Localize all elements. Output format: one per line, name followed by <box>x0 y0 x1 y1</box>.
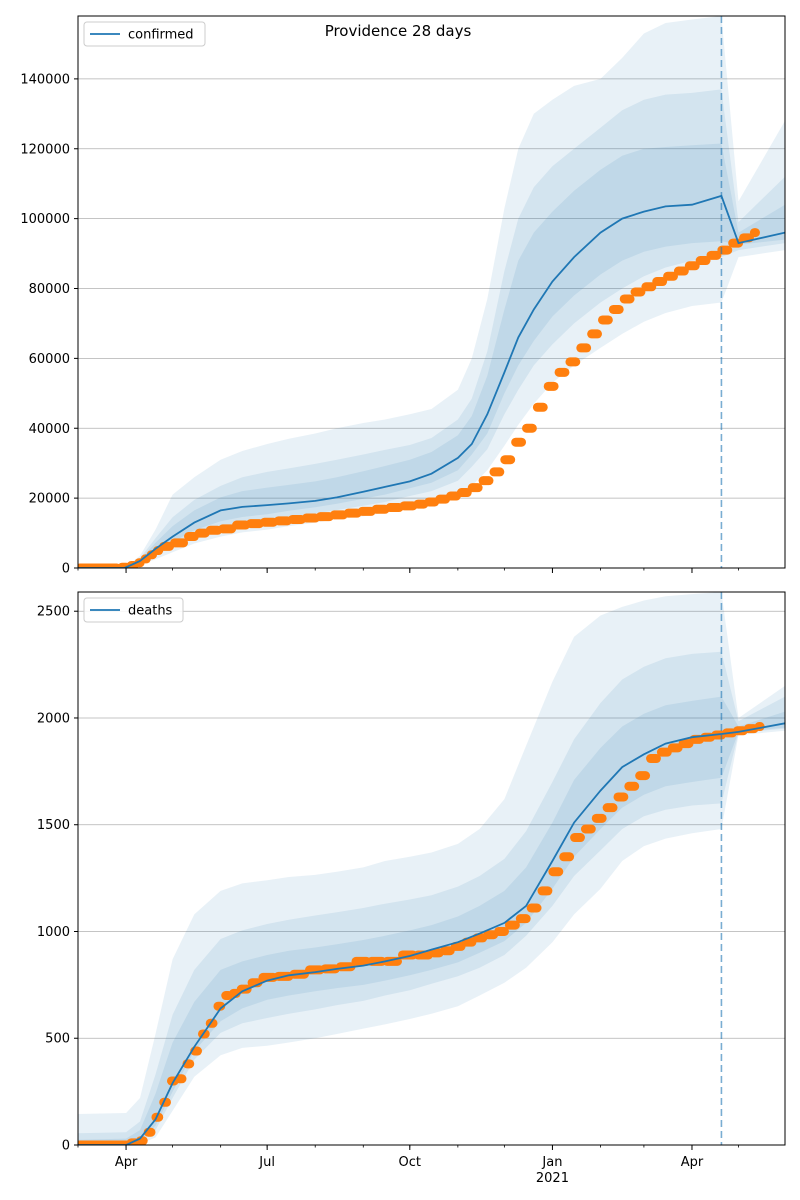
deaths-y-axis: 0 500 1000 1500 2000 2500 <box>37 605 78 1154</box>
confirmed-legend-label: confirmed <box>128 28 194 43</box>
deaths-y-tick-label: 0 <box>62 1139 70 1154</box>
deaths-median-line <box>78 722 785 1145</box>
confirmed-axes-frame <box>77 15 786 569</box>
confirmed-median-line <box>78 194 785 568</box>
confirmed-y-tick-label: 0 <box>62 562 70 577</box>
confirmed-y-tick-label: 120000 <box>20 142 70 157</box>
deaths-band-outer <box>78 592 785 1145</box>
deaths-legend-label: deaths <box>128 604 173 619</box>
confirmed-gridlines <box>78 78 785 499</box>
confirmed-y-tick-label: 80000 <box>29 282 70 297</box>
deaths-x-year-label: 2021 <box>536 1171 569 1186</box>
deaths-y-tick-label: 2000 <box>37 711 70 726</box>
confirmed-band-inner <box>78 143 785 568</box>
confirmed-panel: 020000400006000080000100000120000140000 … <box>20 15 786 577</box>
deaths-legend-box <box>83 597 184 623</box>
deaths-x-tick-label: Oct <box>399 1155 421 1170</box>
deaths-y-tick-label: 2500 <box>37 605 70 620</box>
deaths-axes-frame <box>77 591 786 1146</box>
confirmed-y-tick-label: 20000 <box>29 492 70 507</box>
confirmed-y-axis: 0 20000 40000 60000 80000 100000 120000 140000 <box>20 72 78 577</box>
confirmed-y-tick-label: 100000 <box>20 212 70 227</box>
confirmed-y-tick-label: 140000 <box>20 72 70 87</box>
deaths-band-middle <box>78 651 785 1145</box>
deaths-x-tick-label: Apr <box>681 1155 704 1170</box>
confirmed-legend-box <box>83 21 206 47</box>
deaths-legend: deaths <box>83 597 184 623</box>
confirmed-confidence-bands <box>78 16 785 568</box>
confirmed-band-middle <box>78 89 785 568</box>
deaths-x-tick-label: Jan <box>541 1155 562 1170</box>
deaths-x-tick-label: Apr <box>115 1155 138 1170</box>
confirmed-legend: confirmed <box>83 21 206 47</box>
deaths-y-tick-label: 1500 <box>37 818 70 833</box>
deaths-gridlines <box>78 610 785 1039</box>
deaths-y-tick-label: 500 <box>45 1032 70 1047</box>
deaths-x-tick-label: Jul <box>258 1155 275 1170</box>
confirmed-y-tick-label: 40000 <box>29 422 70 437</box>
deaths-y-tick-label: 1000 <box>37 925 70 940</box>
figure-title: Providence 28 days <box>325 22 472 40</box>
confirmed-band-outer <box>78 16 785 568</box>
confirmed-y-tick-label: 60000 <box>29 352 70 367</box>
